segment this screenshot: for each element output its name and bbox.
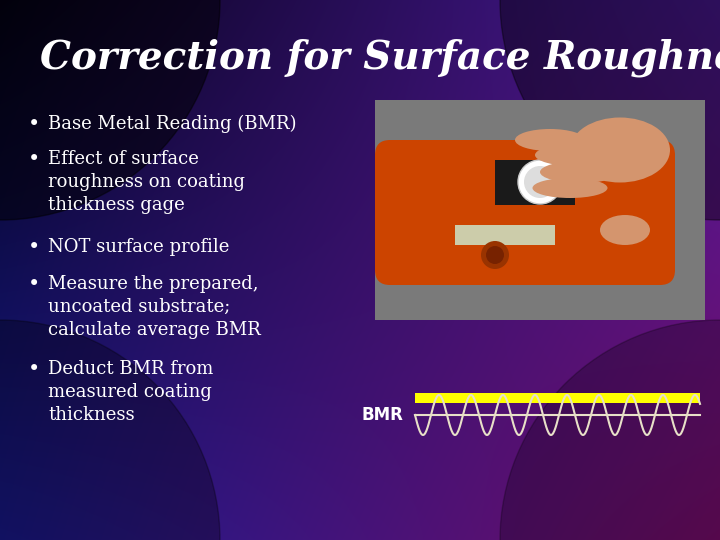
Text: BMR: BMR [361, 406, 403, 424]
Ellipse shape [390, 175, 470, 255]
Text: Deduct BMR from
measured coating
thickness: Deduct BMR from measured coating thickne… [48, 360, 213, 424]
Text: •: • [28, 150, 40, 169]
Ellipse shape [515, 129, 585, 151]
Ellipse shape [535, 144, 615, 166]
Circle shape [524, 166, 556, 198]
Circle shape [481, 241, 509, 269]
Bar [415, 393, 700, 403]
Text: •: • [28, 115, 40, 134]
Circle shape [0, 320, 220, 540]
Bar [455, 225, 555, 245]
Text: Measure the prepared,
uncoated substrate;
calculate average BMR: Measure the prepared, uncoated substrate… [48, 275, 261, 339]
Text: Base Metal Reading (BMR): Base Metal Reading (BMR) [48, 115, 297, 133]
Circle shape [500, 320, 720, 540]
Circle shape [500, 0, 720, 220]
Ellipse shape [540, 161, 620, 183]
Circle shape [518, 160, 562, 204]
Bar [383, 108, 697, 312]
Text: Correction for Surface Roughness: Correction for Surface Roughness [40, 39, 720, 77]
Circle shape [0, 0, 220, 220]
Text: Effect of surface
roughness on coating
thickness gage: Effect of surface roughness on coating t… [48, 150, 245, 214]
Text: NOT surface profile: NOT surface profile [48, 238, 230, 256]
Text: •: • [28, 360, 40, 379]
Ellipse shape [570, 118, 670, 183]
Text: •: • [28, 238, 40, 257]
Circle shape [486, 246, 504, 264]
Text: •: • [28, 275, 40, 294]
Bar [375, 100, 705, 320]
Bar [495, 160, 575, 205]
FancyBboxPatch shape [375, 140, 675, 285]
Bar [570, 230, 660, 270]
Ellipse shape [533, 178, 608, 198]
Ellipse shape [600, 215, 650, 245]
